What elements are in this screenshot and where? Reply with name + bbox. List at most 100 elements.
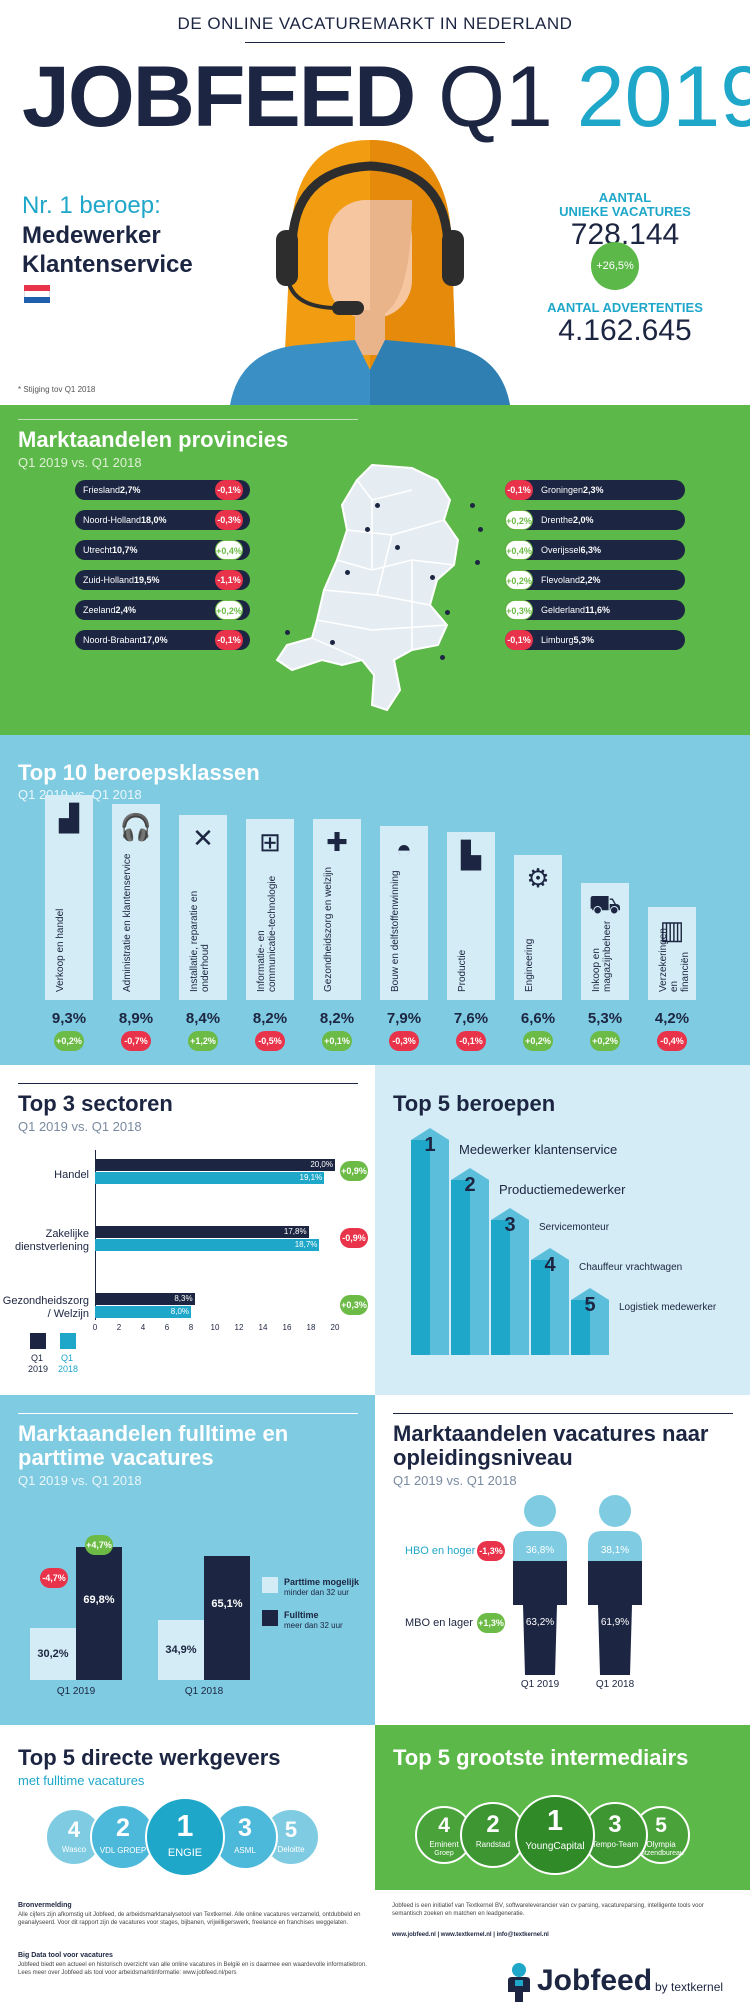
province-name: Limburg <box>541 635 574 645</box>
fulltime-bar: 65,1% <box>204 1556 250 1680</box>
class-change: -0,3% <box>389 1031 419 1051</box>
provinces-title-rule <box>18 419 358 420</box>
person-2019-mbo: 63,2% <box>525 1617 555 1628</box>
fulltime-value: 69,8% <box>83 1593 115 1606</box>
job-rank: 2 <box>464 1174 476 1196</box>
parttime-change: -4,7% <box>40 1568 68 1589</box>
map-dot <box>470 503 475 508</box>
class-label: Gezondheidszorg en welzijn <box>323 866 334 992</box>
sector-change: +0,9% <box>340 1161 368 1181</box>
intermediary-rank: 5 <box>655 1813 667 1837</box>
legend-full-sub: meer dan 32 uur <box>284 1621 343 1630</box>
class-bar: ◓ Bouw en delfstoffenwinning <box>380 826 428 1000</box>
legend-2018-swatch <box>60 1333 76 1349</box>
class-value: 9,3% <box>51 1010 87 1027</box>
fulltime-title-line1: Marktaandelen fulltime en <box>18 1421 289 1446</box>
ads-value: 4.162.645 <box>558 314 692 347</box>
class-value: 8,4% <box>185 1010 221 1027</box>
provinces-subtitle: Q1 2019 vs. Q1 2018 <box>18 455 142 470</box>
employer-name: ASML <box>234 1845 256 1855</box>
sector-label-line2: / Welzijn <box>47 1308 89 1320</box>
sectors-tick: 20 <box>330 1323 340 1332</box>
province-name: Friesland <box>83 485 121 495</box>
employer-name: VDL GROEP <box>99 1845 147 1855</box>
intermediary-name: Olympia <box>646 1839 676 1849</box>
sector-bar-2018: 18,7% <box>95 1239 320 1251</box>
class-change: -0,5% <box>255 1031 285 1051</box>
footer-section: Bronvermelding Alle cijfers zijn afkomst… <box>0 1890 750 2010</box>
class-value: 7,9% <box>386 1010 422 1027</box>
province-change: -0,1% <box>215 480 243 500</box>
class-bar: 🎧 Administratie en klantenservice <box>112 804 160 1000</box>
class-bar: ⛟ Inkoop en magazijnbeheer <box>581 883 629 1000</box>
top-job-label: Nr. 1 beroep: <box>22 192 161 219</box>
sectors-tick: 6 <box>164 1323 170 1332</box>
class-value: 7,6% <box>453 1010 489 1027</box>
kicker-underline <box>245 42 505 43</box>
job-label: Chauffeur vrachtwagen <box>579 1262 683 1273</box>
job-column-cap <box>451 1168 489 1180</box>
legend-full-swatch <box>262 1610 278 1626</box>
class-value: 4,2% <box>654 1010 690 1027</box>
province-value: 18,0% <box>141 515 167 525</box>
employers-title: Top 5 directe werkgevers <box>18 1745 281 1770</box>
employer-rank: 4 <box>67 1816 81 1842</box>
provinces-section: Marktaandelen provincies Q1 2019 vs. Q1 … <box>0 405 750 735</box>
fulltime-value: 65,1% <box>211 1598 243 1611</box>
ads-label: AANTAL ADVERTENTIES <box>547 300 703 315</box>
sector-label-line2: dienstverlening <box>15 1241 89 1253</box>
map-dot <box>365 527 370 532</box>
province-pill: Gelderland11,6% <box>505 600 685 620</box>
province-value: 19,5% <box>134 575 160 585</box>
mbo-label: MBO en lager <box>405 1617 473 1629</box>
province-change: +0,4% <box>505 540 533 560</box>
person-2019-hbo: 36,8% <box>525 1545 555 1556</box>
legend-full-title: Fulltime <box>284 1610 319 1620</box>
class-change: +0,2% <box>590 1031 620 1051</box>
province-change: +0,2% <box>505 570 533 590</box>
sector-bar-2019: 20,0% <box>95 1159 335 1171</box>
province-value: 11,6% <box>585 605 611 615</box>
employer-circle: 1 ENGIE <box>145 1797 225 1877</box>
province-pill: Friesland2,7% <box>75 480 250 500</box>
fulltime-title-line2: parttime vacatures <box>18 1445 214 1470</box>
education-title-line2: opleidingsniveau <box>393 1445 573 1470</box>
classes-title: Top 10 beroepsklassen <box>18 760 260 785</box>
map-dot <box>345 570 350 575</box>
person-2018-mbo: 61,9% <box>600 1617 630 1628</box>
sector-change: +0,3% <box>340 1295 368 1315</box>
legend-part-sub: minder dan 32 uur <box>284 1588 349 1597</box>
employers-subtitle: met fulltime vacatures <box>18 1773 145 1788</box>
parttime-value: 34,9% <box>165 1644 197 1657</box>
employer-name: Deloitte <box>277 1844 305 1854</box>
province-pill: Noord-Brabant17,0% <box>75 630 250 650</box>
person-2018-figure <box>588 1495 642 1675</box>
factory-icon: ▙ <box>461 839 481 870</box>
jobs-title: Top 5 beroepen <box>393 1091 556 1116</box>
header-section: DE ONLINE VACATUREMARKT IN NEDERLAND JOB… <box>0 0 750 405</box>
legend-2019-swatch <box>30 1333 46 1349</box>
jobfeed-logo-icon <box>508 1963 530 2002</box>
province-name: Overijssel <box>541 545 581 555</box>
fulltime-section: Marktaandelen fulltime en parttime vacat… <box>0 1395 375 1725</box>
map-dot <box>478 527 483 532</box>
parttime-bar: 34,9% <box>158 1620 204 1680</box>
sector-bar-2018: 8,0% <box>95 1306 191 1318</box>
job-rank: 4 <box>544 1254 556 1276</box>
job-column-cap <box>491 1208 529 1220</box>
employer-name: ENGIE <box>167 1847 203 1859</box>
job-column <box>491 1220 529 1355</box>
sectors-tick: 2 <box>116 1323 122 1332</box>
province-change: -0,3% <box>215 510 243 530</box>
class-label: Verzekeringen en financiën <box>658 928 691 992</box>
province-value: 2,2% <box>580 575 601 585</box>
class-value: 8,2% <box>252 1010 288 1027</box>
brand-title: JOBFEED Q1 2019 <box>22 52 750 142</box>
sectors-tick: 0 <box>92 1323 98 1332</box>
employer-rank: 3 <box>238 1813 252 1842</box>
footer-bigdata-text: Jobfeed biedt een actueel en historisch … <box>18 1962 367 1976</box>
mbo-change: +1,3% <box>477 1613 505 1633</box>
intermediary-name-line2: Groep <box>434 1849 454 1857</box>
footer-links[interactable]: www.jobfeed.nl | www.textkernel.nl | inf… <box>392 1932 549 1938</box>
class-bar: ✕ Installatie, reparatie en onderhoud <box>179 815 227 1000</box>
